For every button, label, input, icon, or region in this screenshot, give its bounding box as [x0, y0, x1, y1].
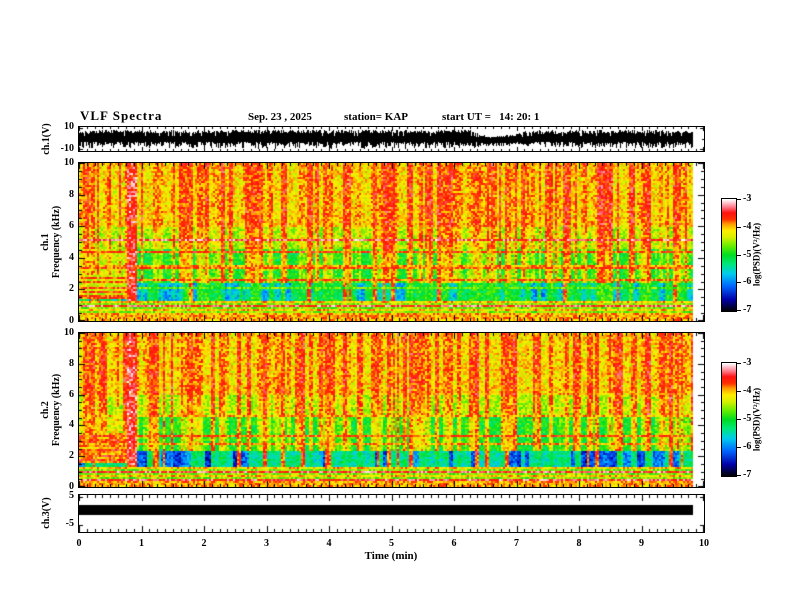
x-tick-label: 10 — [699, 538, 709, 549]
x-tick-label: 3 — [264, 538, 269, 549]
colorbar-2 — [721, 362, 737, 477]
ch3-waveform-panel — [78, 494, 705, 533]
x-tick-label: 6 — [451, 538, 457, 549]
colorbar-2-tick — [737, 363, 741, 364]
ch2-label-line1: ch.2 — [40, 401, 51, 419]
ch1-frequency-axis-title: ch.1 Frequency (kHz) — [40, 182, 64, 302]
x-tick-label: 9 — [639, 538, 644, 549]
date-label: Sep. 23 , 2025 — [248, 111, 312, 123]
ch2-spec-y-tick-label: 10 — [64, 327, 74, 338]
colorbar-1-tick — [737, 199, 741, 200]
colorbar-1 — [721, 198, 737, 312]
x-tick-label: 2 — [201, 538, 207, 549]
ch2-label-line2: Frequency (kHz) — [51, 373, 62, 447]
colorbar-1-tick — [737, 310, 741, 311]
colorbar-2-canvas — [722, 363, 736, 476]
ch1-label-line1: ch.1 — [40, 233, 51, 251]
ch1-label-line2: Frequency (kHz) — [51, 205, 62, 279]
colorbar-2-tick — [737, 419, 741, 420]
ch3-waveform-canvas — [79, 495, 704, 532]
start-ut-label: start UT = 14: 20: 1 — [442, 111, 540, 123]
time-axis-title: Time (min) — [364, 550, 418, 562]
x-tick-label: 8 — [576, 538, 582, 549]
ch1-voltage-axis-title: ch.1(V) — [41, 123, 52, 155]
ch2-spectrogram-panel — [78, 332, 705, 488]
ch1-spec-y-tick-label: 0 — [69, 315, 74, 326]
ch1-waveform-canvas — [79, 127, 704, 151]
colorbar-1-tick — [737, 227, 741, 228]
ch3-voltage-axis-title: ch.3(V) — [41, 497, 52, 529]
colorbar-2-tick — [737, 447, 741, 448]
ch1-waveform-panel — [78, 126, 705, 152]
colorbar-1-tick — [737, 282, 741, 283]
colorbar-1-title: log(PSD)(V²/Hz) — [751, 222, 762, 287]
colorbar-1-canvas — [722, 199, 736, 311]
colorbar-1-tick — [737, 255, 741, 256]
x-tick-label: 7 — [514, 538, 519, 549]
colorbar-2-tick — [737, 391, 741, 392]
station-label: station= KAP — [344, 111, 409, 123]
ch1-spectrogram-panel — [78, 162, 705, 322]
x-tick-label: 5 — [389, 538, 394, 549]
x-tick-label: 4 — [326, 538, 332, 549]
colorbar-2-tick — [737, 475, 741, 476]
ch2-frequency-axis-title: ch.2 Frequency (kHz) — [40, 350, 64, 470]
ch1-spectrogram-canvas — [79, 163, 704, 321]
x-tick-label: 0 — [76, 538, 82, 549]
figure-title: VLF Spectra — [80, 108, 163, 123]
x-tick-label: 1 — [139, 538, 144, 549]
ch2-spectrogram-canvas — [79, 333, 704, 487]
colorbar-2-title: log(PSD)(V²/Hz) — [751, 387, 762, 452]
